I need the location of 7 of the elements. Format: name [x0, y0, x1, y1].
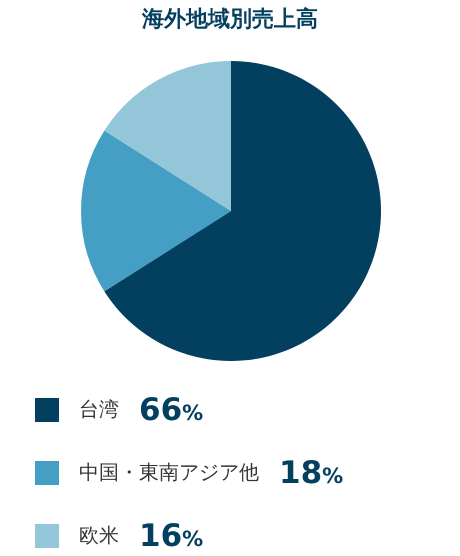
chart-title: 海外地域別売上高: [140, 6, 319, 34]
data-label: 16%: [139, 518, 204, 554]
data-label: 18%: [279, 454, 344, 490]
legend-label: 欧米: [79, 522, 119, 549]
legend-label: 台湾: [79, 396, 119, 423]
legend-label: 中国・東南アジア他: [79, 459, 259, 486]
data-label: 66%: [139, 392, 204, 428]
